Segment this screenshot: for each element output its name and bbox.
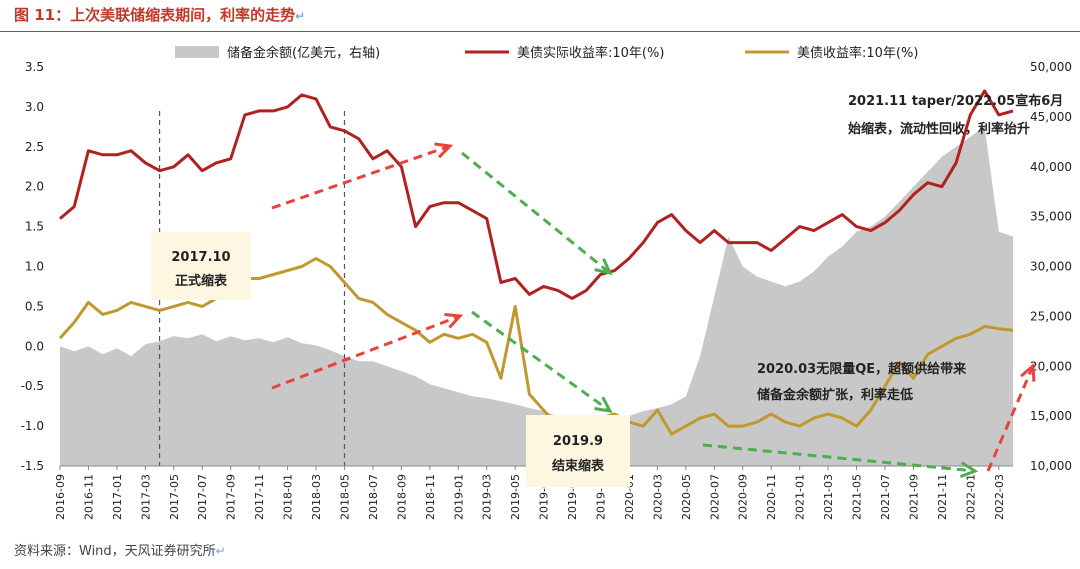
x-tick-label: 2018-03 (310, 474, 323, 520)
x-tick-label: 2017-05 (168, 474, 181, 520)
annotation-2017-10-line2: 正式缩表 (175, 273, 228, 289)
y-right-tick-label: 40,000 (1030, 160, 1072, 174)
x-tick-label: 2021-11 (936, 474, 949, 520)
reserves-area-layer (60, 126, 1013, 467)
y-left-tick-label: -1.0 (21, 419, 44, 433)
x-tick-label: 2020-09 (737, 474, 750, 520)
legend: 储备金余额(亿美元，右轴) 美债实际收益率:10年(%) 美债收益率:10年(%) (175, 45, 918, 61)
axis-layer: 3.5 3.0 2.5 2.0 1.5 1.0 0.5 0.0 -0.5 -1.0 -1.5 50,0… (21, 60, 1072, 520)
x-tick-label: 2019-03 (481, 474, 494, 520)
annotations: 2017.10 正式缩表 2019.9 结束缩表 2021.11 taper/2022.… (151, 93, 1063, 487)
x-tick-label: 2022-01 (964, 474, 977, 520)
y-right-tick-label: 20,000 (1030, 359, 1072, 373)
annotation-taper-line1: 2021.11 taper/2022.05宣布6月 (848, 93, 1063, 109)
x-tick-label: 2019-05 (509, 474, 522, 520)
y-left-tick-label: 2.0 (25, 180, 44, 194)
arrow-down-real-2019 (461, 151, 613, 276)
y-left-tick-label: 0.0 (25, 339, 44, 353)
arrow-up-nominal-2018-head (444, 312, 464, 329)
arrow-down-nominal-2019-shaft (471, 310, 611, 413)
x-tick-label: 2016-11 (82, 474, 95, 520)
arrow-up-nominal-2022-head (1020, 362, 1036, 382)
x-tick-label: 2021-09 (907, 474, 920, 520)
arrow-down-nominal-2019 (471, 310, 613, 413)
arrow-down-nominal-2021-head (959, 461, 979, 479)
arrow-up-nominal-2022-shaft (986, 365, 1035, 472)
title-divider (0, 31, 1080, 32)
x-tick-label: 2020-05 (680, 474, 693, 520)
x-tick-label: 2017-03 (139, 474, 152, 520)
arrow-down-nominal-2021-shaft (702, 443, 976, 473)
y-right-tick-label: 10,000 (1030, 459, 1072, 473)
arrow-down-real-2019-shaft (461, 151, 611, 275)
y-left-tick-label: 1.0 (25, 260, 44, 274)
x-tick-label: 2021-03 (822, 474, 835, 520)
x-tick-label: 2018-07 (367, 474, 380, 520)
legend-label-real-yield: 美债实际收益率:10年(%) (517, 45, 664, 61)
arrow-up-nominal-2018-shaft (271, 314, 461, 390)
arrow-down-nominal-2021 (702, 443, 979, 479)
y-right-tick-label: 15,000 (1030, 409, 1072, 423)
x-tick-label: 2016-09 (54, 474, 67, 520)
legend-label-nominal-yield: 美债收益率:10年(%) (797, 45, 918, 61)
y-right-tick-label: 35,000 (1030, 210, 1072, 224)
annotation-box-2017-10 (151, 232, 251, 300)
x-tick-label: 2022-03 (993, 474, 1006, 520)
legend-label-reserves: 储备金余额(亿美元，右轴) (227, 45, 380, 61)
x-tick-label: 2017-11 (253, 474, 266, 520)
y-right-tick-label: 25,000 (1030, 309, 1072, 323)
x-tick-label: 2017-09 (225, 474, 238, 520)
x-tick-label: 2018-11 (424, 474, 437, 520)
x-tick-label: 2021-07 (879, 474, 892, 520)
x-tick-label: 2018-01 (282, 474, 295, 520)
arrow-up-real-2018-shaft (271, 144, 451, 210)
series-line-real-yield (59, 89, 1014, 300)
annotation-taper-line2: 始缩表，流动性回收，利率抬升 (848, 121, 1030, 137)
annotation-qe-line1: 2020.03无限量QE，超额供给带来 (757, 361, 967, 377)
y-left-tick-label: 2.5 (25, 140, 44, 154)
x-tick-label: 2017-07 (196, 474, 209, 520)
annotation-2019-9-line2: 结束缩表 (552, 458, 605, 474)
y-left-tick-label: 3.0 (25, 100, 44, 114)
x-tick-label: 2017-01 (111, 474, 124, 520)
x-tick-label: 2020-07 (708, 474, 721, 520)
y-left-tick-label: 3.5 (25, 60, 44, 74)
annotation-box-2019-9 (526, 415, 630, 487)
x-tick-label: 2021-01 (794, 474, 807, 520)
series-area-reserves (60, 126, 1013, 467)
y-left-tick-label: 0.5 (25, 299, 44, 313)
annotation-qe-line2: 储备金余额扩张，利率走低 (756, 387, 913, 403)
arrow-down-nominal-2019-head (594, 396, 613, 413)
page-title: 图 11：上次美联储缩表期间，利率的走势↵ (14, 6, 306, 24)
arrow-up-real-2018 (271, 142, 454, 210)
y-right-tick-label: 30,000 (1030, 260, 1072, 274)
x-tick-label: 2018-05 (338, 474, 351, 520)
arrow-down-real-2019-head (594, 258, 613, 276)
legend-swatch-reserves (175, 46, 219, 58)
arrow-up-real-2018-head (434, 142, 454, 159)
x-tick-label: 2020-11 (765, 474, 778, 520)
x-tick-label: 2020-03 (651, 474, 664, 520)
y-right-tick-label: 50,000 (1030, 60, 1072, 74)
annotation-2017-10-line1: 2017.10 (171, 250, 230, 265)
x-tick-label: 2021-05 (851, 474, 864, 520)
trend-arrows (271, 142, 1036, 479)
chart: 储备金余额(亿美元，右轴) 美债实际收益率:10年(%) 美债收益率:10年(%) … (21, 45, 1072, 520)
y-right-tick-label: 45,000 (1030, 110, 1072, 124)
source-note: 资料来源：Wind，天风证券研究所↵ (14, 544, 226, 559)
arrow-up-nominal-2022 (986, 362, 1036, 472)
arrow-up-nominal-2018 (271, 312, 464, 390)
y-left-tick-label: 1.5 (25, 220, 44, 234)
annotation-2019-9-line1: 2019.9 (553, 434, 603, 449)
x-tick-label: 2019-01 (452, 474, 465, 520)
y-left-tick-label: -1.5 (21, 459, 44, 473)
y-left-tick-label: -0.5 (21, 379, 44, 393)
x-tick-label: 2018-09 (395, 474, 408, 520)
